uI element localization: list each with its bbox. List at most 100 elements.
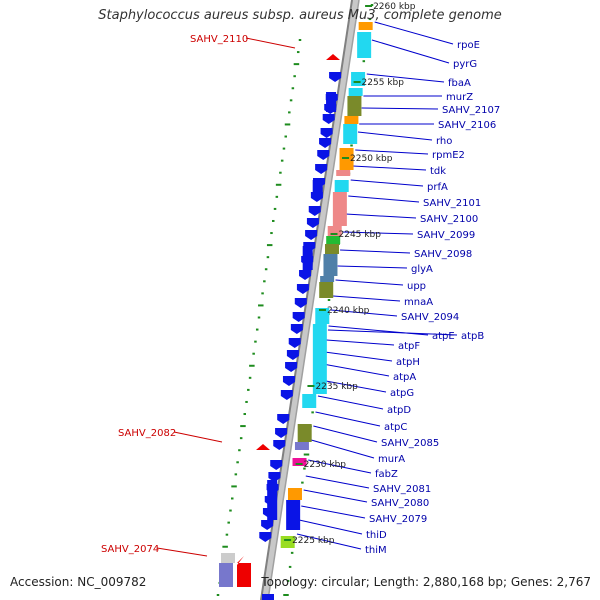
plus-strand-gene-block [358,22,373,30]
gene-label-atpb: atpB [461,331,484,342]
plus-strand-gene-block [324,244,339,254]
leader-line [324,351,393,362]
minus-strand-gene-arrow [315,164,328,174]
gene-label-mnaa: mnaA [404,297,433,308]
red-feature-marker [256,444,270,450]
leader-line [320,379,387,393]
plus-strand-gene-block [315,308,330,324]
leader-line [350,179,424,187]
plus-strand-gene-block [302,394,317,408]
backbone-band [261,0,359,600]
leader-line [322,363,390,377]
leader-line [345,213,417,219]
minus-strand-gene-block [267,480,278,520]
plus-strand-gene-block [286,500,301,530]
gene-label-sahv_2101: SAHV_2101 [423,198,481,209]
leader-line [313,425,378,443]
topology-text: Topology: circular; Length: 2,880,168 bp… [261,575,591,589]
gene-label-sahv_2074: SAHV_2074 [101,544,159,555]
leader-line [348,195,420,203]
plus-strand-gene-block [312,324,327,394]
minus-strand-gene-arrow [273,440,286,450]
gene-label-sahv_2107: SAHV_2107 [442,105,500,116]
gene-label-thim: thiM [365,545,387,556]
scale-label: 2250 kbp [350,154,393,164]
gene-label-upp: upp [407,281,426,292]
leader-line [305,475,370,489]
minus-strand-gene-block [302,246,313,270]
leader-line [371,39,450,64]
plus-strand-gene-block [326,236,341,244]
leader-line [355,149,429,155]
plus-strand-gene-block [344,116,359,124]
gene-label-atph: atpH [396,357,420,368]
plus-strand-gene-block [297,424,312,442]
leader-line [366,73,445,83]
minus-strand-gene-block [326,92,337,112]
bottom-red-arrow [237,556,251,587]
plus-strand-gene-block [287,488,302,500]
gene-label-atpg: atpG [390,388,414,399]
leader-line [337,265,408,269]
gene-label-sahv_2081: SAHV_2081 [373,484,431,495]
plus-strand-gene-block [347,96,362,116]
minus-strand-gene-arrow [268,472,281,482]
leader-line [374,21,454,45]
minus-strand-gene-arrow [290,324,303,334]
scale-label: 2235 kbp [315,382,358,392]
gene-label-prfa: prfA [427,182,448,193]
bottom-gene-block [219,563,233,587]
minus-strand-gene-arrow [282,376,295,386]
leader-line [301,505,366,519]
minus-strand-gene-arrow [317,150,330,160]
gene-label-atpc: atpC [384,422,407,433]
gene-label-pyrg: pyrG [453,59,477,70]
minus-strand-gene-arrow [259,532,272,542]
minus-strand-gene-arrow [270,460,283,470]
minus-strand-gene-block [312,180,323,198]
minus-strand-gene-arrow [322,114,335,124]
minus-strand-gene-arrow [292,312,305,322]
leader-line [303,489,368,503]
backbone-line-right [267,0,360,600]
gene-label-rho: rho [436,136,452,147]
plus-strand-gene-block [357,32,372,58]
minus-strand-gene-arrow [285,362,298,372]
gene-label-tdk: tdk [430,166,446,177]
leader-lines [156,21,458,557]
leader-line-red [173,431,223,443]
leader-line [333,295,401,302]
leader-line [342,231,414,235]
scale-label: 2255 kbp [362,78,405,88]
gene-label-atpd: atpD [387,405,411,416]
leader-line [361,107,439,110]
bottom-gene-block [221,553,235,563]
gene-label-thid: thiD [366,530,387,541]
accession-text: Accession: NC_009782 [10,575,147,589]
plus-strand-gene-block [327,226,342,236]
leader-line [299,519,363,535]
plus-strand-gene-block [334,180,349,192]
scale-label: 2260 kbp [373,2,416,12]
scale-label: 2230 kbp [304,460,347,470]
scale-label: 2225 kbp [292,536,335,546]
gene-label-sahv_2094: SAHV_2094 [401,312,459,323]
leader-line [335,279,404,286]
minus-strand-gene-arrow [280,390,293,400]
plus-strand-gene-block [292,458,307,466]
gene-label-atpe: atpE [432,331,455,342]
gene-label-sahv_2082: SAHV_2082 [118,428,176,439]
minus-strand-gene-arrow [320,128,333,138]
leader-line [311,439,375,459]
genome-title: Staphylococcus aureus subsp. aureus Mu3,… [98,8,502,23]
leader-line [327,329,458,336]
plus-strand-gene-block [332,192,347,226]
leader-line [317,395,384,410]
minus-strand-gene-arrow [319,138,332,148]
plus-strand-gene-block [320,276,335,282]
plus-strand-gene-block [336,170,351,176]
minus-strand-gene-arrow [296,284,309,294]
gene-label-rpoe: rpoE [457,40,480,51]
gene-label-sahv_2099: SAHV_2099 [417,230,475,241]
